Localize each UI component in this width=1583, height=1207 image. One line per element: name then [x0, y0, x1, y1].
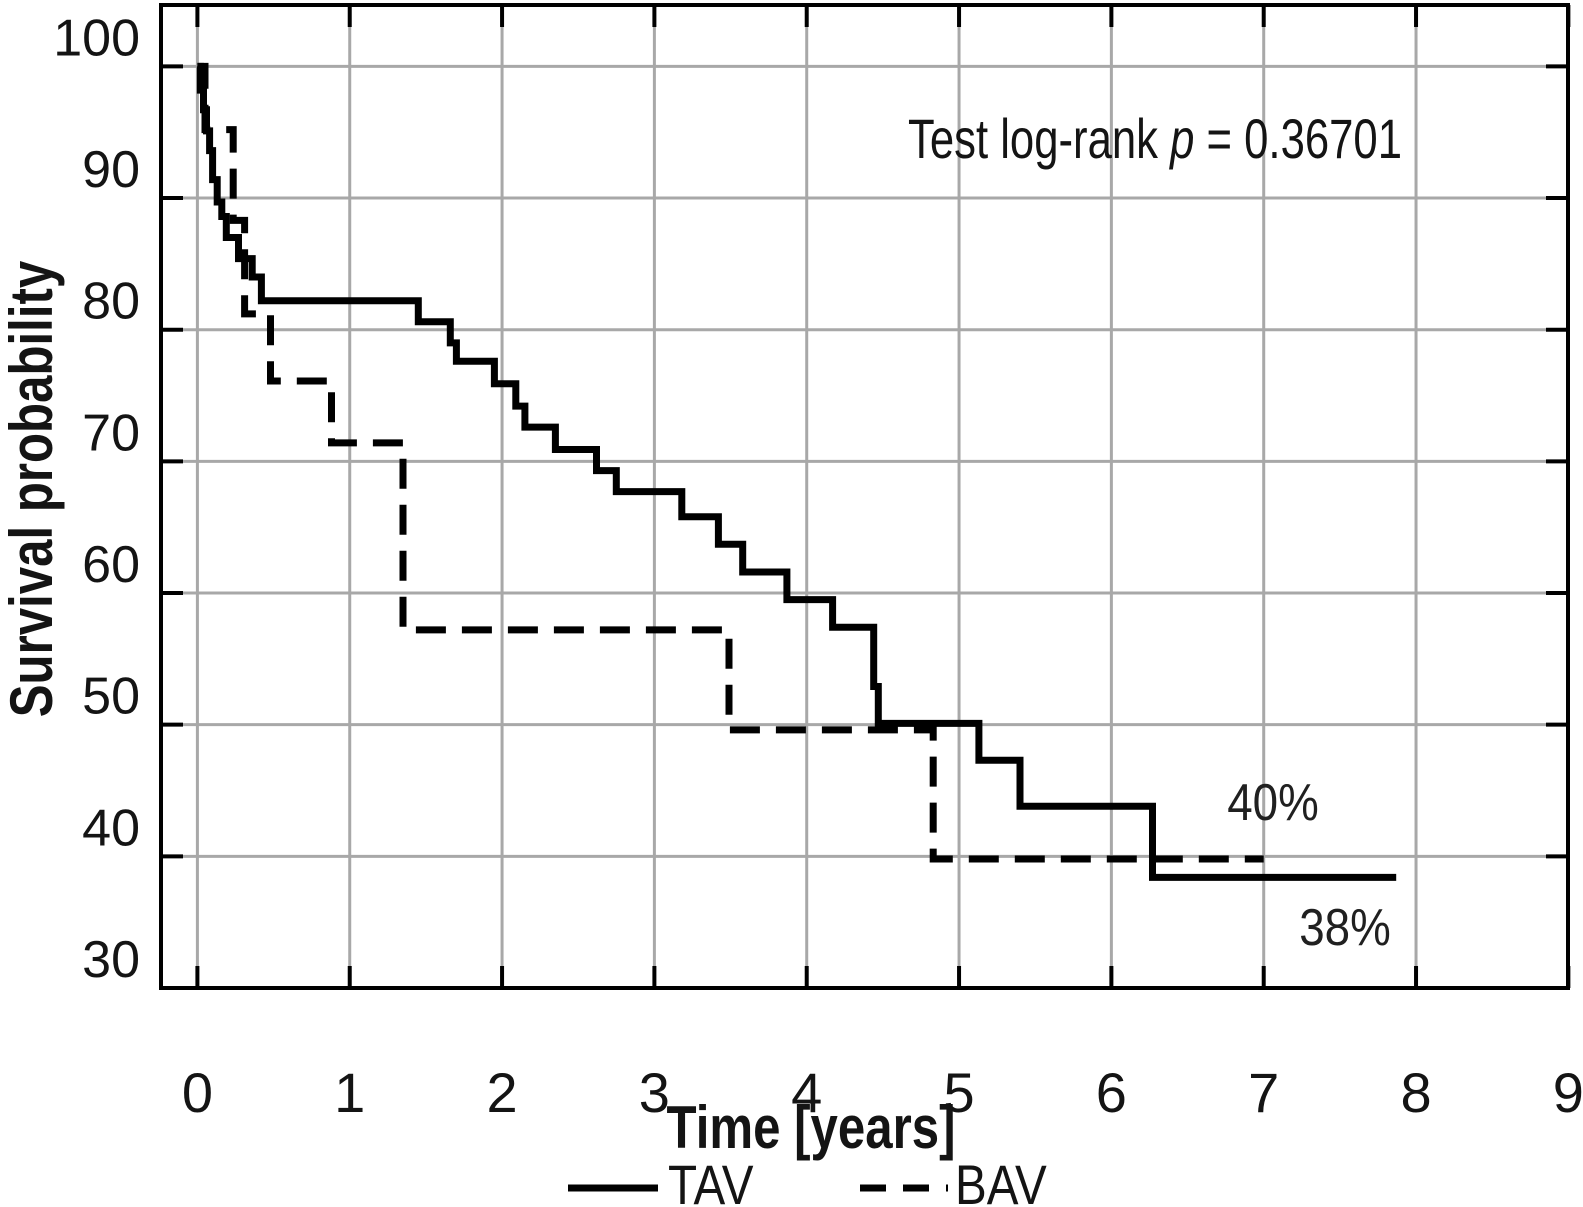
- x-tick-label-3: 3: [639, 1061, 670, 1124]
- x-tick-label-0: 0: [182, 1061, 213, 1124]
- y-tick-label-40: 40: [82, 799, 140, 857]
- x-tick-label-2: 2: [486, 1061, 517, 1124]
- x-tick-label-4: 4: [791, 1061, 822, 1124]
- x-tick-label-5: 5: [943, 1061, 974, 1124]
- x-tick-label-9: 9: [1553, 1061, 1583, 1124]
- legend-bav-label: BAV: [955, 1154, 1047, 1207]
- tav-end-percent-label: 38%: [1299, 899, 1391, 956]
- y-axis-tick-labels: 100 90 80 70 60 50 40 30: [53, 9, 140, 989]
- logrank-annotation-prefix: Test log-rank: [908, 108, 1170, 170]
- logrank-p-symbol: p: [1168, 108, 1194, 170]
- curve-tav: [196, 62, 1397, 881]
- y-tick-label-90: 90: [82, 141, 140, 199]
- x-tick-label-1: 1: [334, 1061, 365, 1124]
- survival-curves: [196, 62, 1397, 881]
- y-tick-label-100: 100: [53, 9, 140, 67]
- y-tick-label-80: 80: [82, 273, 140, 331]
- logrank-annotation-value: = 0.36701: [1194, 108, 1402, 170]
- x-tick-label-7: 7: [1248, 1061, 1279, 1124]
- y-axis-title: Survival probability: [0, 260, 65, 717]
- x-tick-label-8: 8: [1400, 1061, 1431, 1124]
- x-tick-label-6: 6: [1096, 1061, 1127, 1124]
- x-axis-tick-labels: 0 1 2 3 4 5 6 7 8 9: [182, 1061, 1583, 1124]
- y-tick-label-60: 60: [82, 536, 140, 594]
- y-tick-label-50: 50: [82, 668, 140, 726]
- x-axis-title: Time [years]: [667, 1093, 956, 1161]
- curve-bav: [197, 62, 1264, 863]
- logrank-annotation: Test log-rank p = 0.36701: [908, 108, 1402, 170]
- y-tick-label-30: 30: [82, 931, 140, 989]
- legend-tav-label: TAV: [668, 1154, 754, 1207]
- bav-end-percgroup-label: 40%: [1227, 774, 1319, 831]
- y-tick-label-70: 70: [82, 404, 140, 462]
- plot-frame: [159, 3, 1570, 990]
- legend: TAV BAV: [568, 1154, 1047, 1207]
